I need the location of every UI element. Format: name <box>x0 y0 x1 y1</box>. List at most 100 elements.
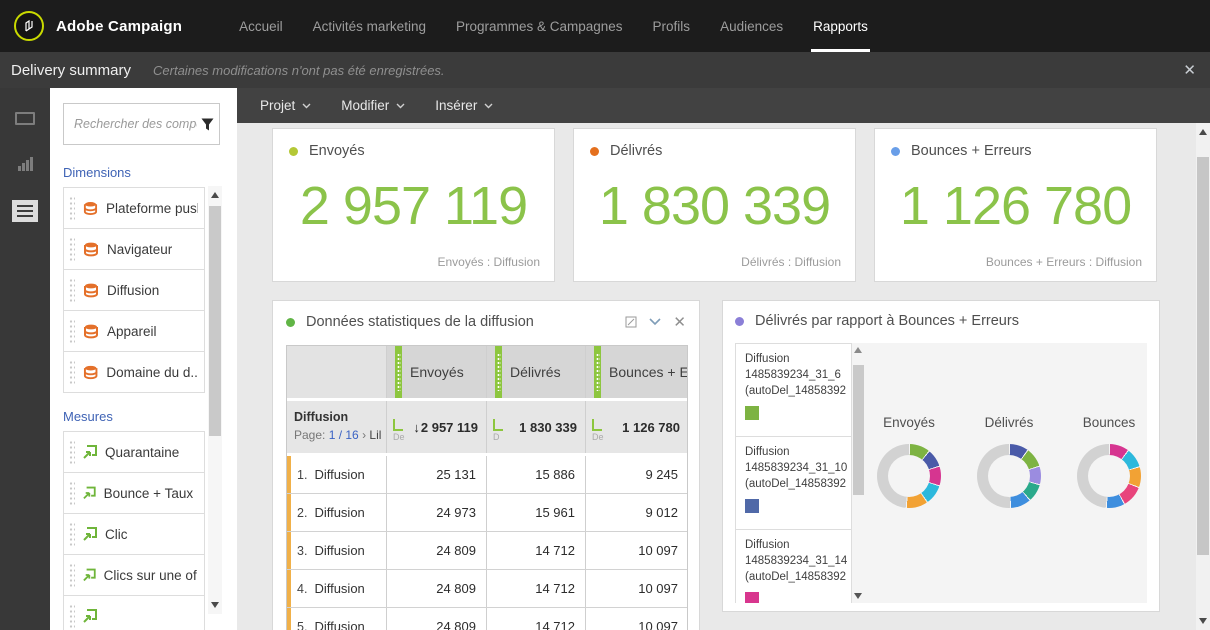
nav-item-programmes-campagnes[interactable]: Programmes & Campagnes <box>455 18 623 34</box>
measure-item-quarantaine[interactable]: Quarantaine <box>63 431 205 473</box>
aggregate-row: Diffusion Page: 1 / 16 › Lil De ↓2 957 1… <box>287 401 687 453</box>
report-canvas: Envoyés 2 957 119 Envoyés : Diffusion Dé… <box>237 123 1210 630</box>
nav-item-rapports[interactable]: Rapports <box>798 0 883 52</box>
scroll-thumb[interactable] <box>853 365 864 495</box>
scroll-thumb[interactable] <box>209 206 221 436</box>
column-header-delivres[interactable]: Délivrés <box>487 346 586 398</box>
drag-handle-icon <box>69 522 75 546</box>
nav-item-accueil[interactable]: Accueil <box>239 18 283 34</box>
aggregate-total-bounces: De 1 126 780 <box>592 418 680 442</box>
legend-dot <box>735 316 744 326</box>
legend-item[interactable]: Diffusion 1485839234_31_14 (autoDel_1485… <box>735 530 852 603</box>
drag-handle-icon <box>69 237 75 261</box>
drag-handle-icon <box>69 278 75 302</box>
dimension-item-diffusion[interactable]: Diffusion <box>63 269 205 311</box>
kpi-sublabel: Délivrés : Diffusion <box>741 255 841 269</box>
pagination[interactable]: Page: 1 / 16 › Lil <box>294 428 382 442</box>
kpi-sublabel: Envoyés : Diffusion <box>437 255 541 269</box>
drag-handle-icon <box>69 319 75 343</box>
table-row[interactable]: 3. Diffusion 24 809 14 712 10 097 <box>287 532 687 570</box>
dimension-item-navigateur[interactable]: Navigateur <box>63 228 205 270</box>
components-list-icon[interactable] <box>12 200 38 222</box>
scroll-up-icon[interactable] <box>211 192 219 198</box>
legend-swatch <box>745 405 759 420</box>
drag-handle-icon <box>69 481 75 505</box>
kpi-sublabel: Bounces + Erreurs : Diffusion <box>985 255 1142 269</box>
table-row[interactable]: 4. Diffusion 24 809 14 712 10 097 <box>287 570 687 608</box>
nav-item-profils[interactable]: Profils <box>652 18 691 34</box>
database-icon <box>84 242 98 256</box>
stats-table: Envoyés Délivrés Bounces + Erreurs Diffu… <box>286 345 688 630</box>
scroll-down-icon[interactable] <box>854 593 862 599</box>
column-drag-bar[interactable] <box>495 346 502 398</box>
legend-item[interactable]: Diffusion 1485839234_31_6 (autoDel_14858… <box>735 344 852 437</box>
scroll-down-icon[interactable] <box>1199 618 1207 624</box>
donut-chart[interactable] <box>1077 444 1141 508</box>
column-header-bounces[interactable]: Bounces + Erreurs <box>586 346 687 398</box>
donut-chart[interactable] <box>977 444 1041 508</box>
sum-icon <box>393 418 403 431</box>
drag-handle-icon <box>69 563 75 587</box>
legend-swatch <box>745 498 759 513</box>
menu-projet[interactable]: Projet <box>245 88 326 123</box>
legend-item[interactable]: Diffusion 1485839234_31_10 (autoDel_1485… <box>735 437 852 530</box>
dimensions-section-label: Dimensions <box>63 165 131 180</box>
table-row[interactable]: 1. Diffusion 25 131 15 886 9 245 <box>287 456 687 494</box>
collapse-chevron-icon[interactable] <box>649 318 661 326</box>
column-drag-bar[interactable] <box>594 346 601 398</box>
table-row[interactable]: 5. Diffusion 24 809 14 712 10 097 <box>287 608 687 630</box>
main-scrollbar[interactable] <box>1196 123 1210 630</box>
menu-inserer[interactable]: Insérer <box>420 88 508 123</box>
brand[interactable]: Adobe Campaign <box>14 11 182 41</box>
legend-dot <box>289 146 298 156</box>
aggregate-total-delivres: D 1 830 339 <box>487 401 586 453</box>
kpi-value: 1 830 339 <box>598 176 831 236</box>
table-row[interactable]: 2. Diffusion 24 973 15 961 9 012 <box>287 494 687 532</box>
nav-item-audiences[interactable]: Audiences <box>720 18 784 34</box>
dimension-item-domaine[interactable]: Domaine du d... <box>63 351 205 393</box>
column-drag-bar[interactable] <box>395 346 402 398</box>
sort-desc-icon[interactable]: ↓ <box>413 419 420 435</box>
dimension-item-plateforme-push[interactable]: Plateforme push <box>63 187 205 229</box>
components-scrollbar[interactable] <box>208 186 222 614</box>
donut-chart[interactable] <box>877 444 941 508</box>
drag-handle-icon <box>69 360 75 384</box>
components-panel: Dimensions Plateforme push Navigateur Di… <box>50 88 237 630</box>
measure-item-partial[interactable] <box>63 595 205 630</box>
database-icon <box>84 283 98 297</box>
column-header-envoyes[interactable]: Envoyés <box>387 346 487 398</box>
kpi-card-delivres[interactable]: Délivrés 1 830 339 Délivrés : Diffusion <box>573 128 856 282</box>
bar-chart-icon[interactable] <box>13 154 37 174</box>
close-panel-icon[interactable]: ✕ <box>673 314 686 331</box>
search-input[interactable] <box>64 104 219 144</box>
resize-icon[interactable] <box>625 316 637 328</box>
kpi-value: 1 126 780 <box>899 176 1132 236</box>
close-icon[interactable]: ✕ <box>1183 62 1196 79</box>
menu-modifier[interactable]: Modifier <box>326 88 420 123</box>
report-toolbar: Projet Modifier Insérer <box>237 88 1210 123</box>
scroll-up-icon[interactable] <box>854 347 862 353</box>
layout-icon[interactable] <box>13 108 37 128</box>
legend-dot <box>891 146 900 156</box>
chevron-down-icon <box>302 103 311 108</box>
database-icon <box>83 201 98 215</box>
dimension-item-appareil[interactable]: Appareil <box>63 310 205 352</box>
kpi-card-envoyes[interactable]: Envoyés 2 957 119 Envoyés : Diffusion <box>272 128 555 282</box>
adobe-campaign-logo-icon <box>14 11 44 41</box>
measure-item-bounce-taux[interactable]: Bounce + Taux ... <box>63 472 205 514</box>
kpi-row: Envoyés 2 957 119 Envoyés : Diffusion Dé… <box>272 128 1210 282</box>
sum-icon <box>493 418 503 431</box>
chevron-down-icon <box>484 103 493 108</box>
donut-charts: Envoyés Délivrés Bounces <box>852 343 1147 603</box>
nav-item-activites-marketing[interactable]: Activités marketing <box>312 18 426 34</box>
scroll-thumb[interactable] <box>1197 157 1209 555</box>
filter-funnel-icon[interactable] <box>201 118 214 131</box>
status-bar: Delivery summary Certaines modifications… <box>0 52 1210 88</box>
stats-table-panel: Données statistiques de la diffusion ✕ E… <box>272 300 700 630</box>
scroll-up-icon[interactable] <box>1199 129 1207 135</box>
kpi-card-bounces-erreurs[interactable]: Bounces + Erreurs 1 126 780 Bounces + Er… <box>874 128 1157 282</box>
measure-item-clics-sur-une-offre[interactable]: Clics sur une of... <box>63 554 205 596</box>
scroll-down-icon[interactable] <box>211 602 219 608</box>
aggregate-entity-cell: Diffusion Page: 1 / 16 › Lil <box>287 401 387 453</box>
measure-item-clic[interactable]: Clic <box>63 513 205 555</box>
